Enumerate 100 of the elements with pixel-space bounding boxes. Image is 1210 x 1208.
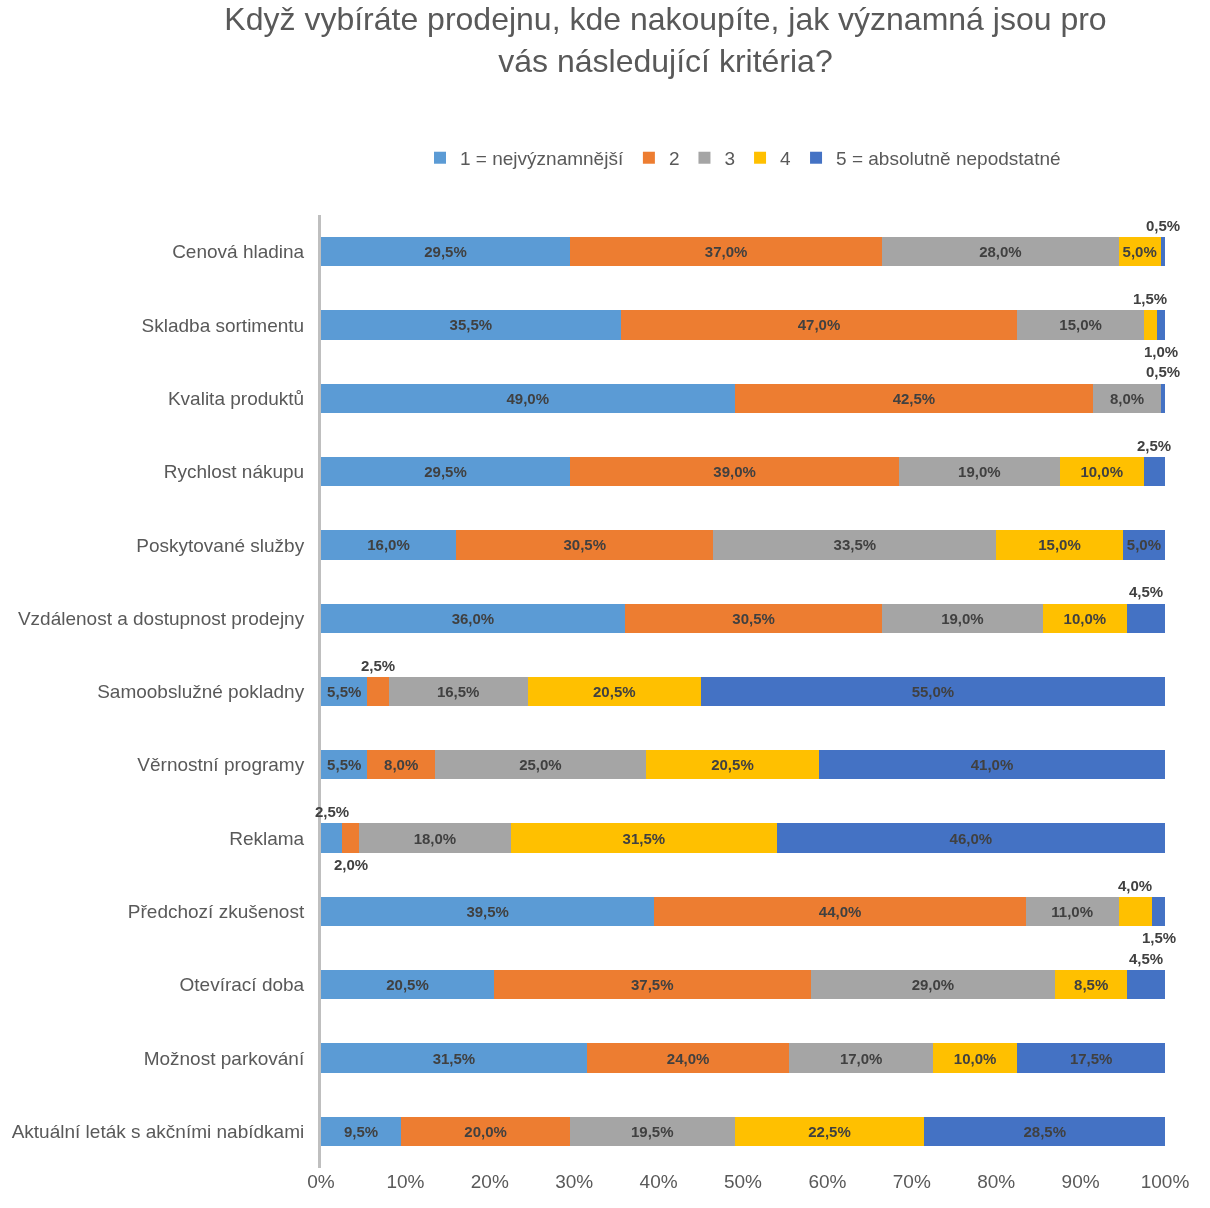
bar — [1152, 896, 1165, 927]
bar — [899, 456, 1060, 487]
x-tick-label: 90% — [1061, 1171, 1100, 1192]
bar — [321, 530, 457, 560]
data-label: 4,0% — [1118, 877, 1153, 894]
data-label: 10,0% — [1080, 463, 1123, 481]
x-tick-label: 20% — [470, 1171, 509, 1192]
data-label: 17,0% — [839, 1049, 883, 1067]
data-label: 8,0% — [384, 756, 419, 774]
y-tick-label: Poskytované služby — [136, 534, 305, 556]
data-label: 8,5% — [1074, 976, 1109, 994]
data-label: 31,5% — [432, 1049, 476, 1067]
data-label: 20,0% — [464, 1122, 507, 1140]
bar — [1156, 310, 1165, 340]
data-label: 20,5% — [386, 976, 429, 994]
y-tick-label: Skladba sortimentu — [141, 314, 305, 336]
data-label: 19,5% — [631, 1122, 674, 1140]
bar — [342, 823, 359, 853]
bar — [1118, 896, 1153, 927]
bar — [645, 750, 819, 780]
bar — [401, 1116, 570, 1147]
bar — [321, 1043, 587, 1073]
bar — [789, 1043, 933, 1073]
bar — [713, 530, 997, 560]
data-label: 39,5% — [466, 902, 509, 920]
data-label: 5,0% — [1126, 536, 1161, 554]
bar — [1160, 236, 1165, 267]
data-label: 1,0% — [1144, 343, 1179, 360]
x-tick-label: 80% — [977, 1171, 1016, 1192]
x-tick-label: 30% — [555, 1171, 594, 1192]
data-label: 5,0% — [1122, 243, 1157, 261]
bar — [776, 823, 1165, 853]
data-label: 49,0% — [506, 389, 550, 407]
legend-label: 1 = nejvýznamnější — [460, 148, 624, 170]
y-tick-label: Vzdálenost a dostupnost prodejny — [17, 607, 305, 629]
bar — [321, 310, 621, 340]
bar — [527, 676, 701, 707]
data-label: 17,5% — [1069, 1049, 1113, 1067]
x-tick-label: 100% — [1140, 1171, 1190, 1192]
legend-label: 2 — [668, 148, 680, 170]
bar — [321, 970, 495, 1000]
x-tick-label: 60% — [808, 1171, 847, 1192]
legend-label: 3 — [724, 148, 736, 170]
data-label: 28,5% — [1023, 1122, 1066, 1140]
data-label: 18,0% — [413, 829, 457, 847]
bar — [882, 236, 1119, 267]
data-label: 20,5% — [593, 683, 636, 700]
data-label: 4,5% — [1129, 583, 1164, 600]
data-label: 16,0% — [367, 536, 410, 554]
y-tick-label: Věrnostní programy — [137, 754, 305, 776]
data-label: 9,5% — [343, 1122, 379, 1140]
data-label: 16,5% — [436, 683, 480, 700]
data-label: 20,5% — [711, 756, 754, 774]
y-tick-label: Kvalita produktů — [167, 387, 305, 409]
bar — [586, 1043, 790, 1073]
x-tick-label: 0% — [307, 1171, 335, 1192]
data-label: 15,0% — [1059, 316, 1102, 334]
bar — [700, 676, 1165, 707]
bar — [510, 823, 777, 853]
data-label: 47,0% — [797, 316, 841, 334]
data-label: 22,5% — [808, 1122, 851, 1140]
bar — [358, 823, 511, 853]
y-tick-label: Samoobslužné pokladny — [97, 681, 305, 703]
bar — [932, 1043, 1018, 1073]
y-tick-label: Předchozí zkušenost — [127, 901, 305, 923]
bar — [494, 970, 811, 1000]
bar — [810, 970, 1056, 1000]
bar — [569, 1116, 735, 1147]
data-label: 37,5% — [631, 976, 674, 994]
data-label: 55,0% — [911, 683, 955, 700]
x-tick-label: 10% — [386, 1171, 425, 1192]
bar — [367, 676, 389, 707]
data-label: 37,0% — [704, 243, 748, 261]
data-label: 5,5% — [327, 683, 362, 700]
chart-title: Když vybíráte prodejnu, kde nakoupíte, jak významná jsou pro vás následující kritéria? — [224, 1, 1107, 79]
x-tick-label: 40% — [639, 1171, 678, 1192]
data-label: 8,0% — [1109, 389, 1145, 407]
data-label: 41,0% — [970, 756, 1014, 774]
data-label: 4,5% — [1129, 950, 1164, 967]
bar — [624, 603, 883, 633]
bar — [388, 676, 528, 707]
data-label: 2,0% — [334, 856, 369, 873]
bar — [569, 236, 883, 267]
data-label: 29,0% — [911, 976, 955, 994]
bar — [434, 750, 646, 780]
legend-label: 5 = absolutně nepodstatné — [836, 148, 1061, 170]
bar — [321, 236, 570, 267]
bar — [321, 603, 625, 633]
y-tick-label: Otevírací doba — [179, 974, 305, 996]
bar — [321, 383, 735, 413]
data-label: 33,5% — [833, 536, 877, 554]
y-tick-label: Reklama — [229, 827, 305, 849]
data-label: 24,0% — [666, 1049, 710, 1067]
bar — [1143, 456, 1165, 487]
bar — [569, 456, 900, 487]
bar — [818, 750, 1165, 780]
data-label: 42,5% — [892, 389, 936, 407]
data-label: 28,0% — [979, 243, 1022, 261]
x-tick-label: 50% — [723, 1171, 763, 1192]
bar — [620, 310, 1018, 340]
